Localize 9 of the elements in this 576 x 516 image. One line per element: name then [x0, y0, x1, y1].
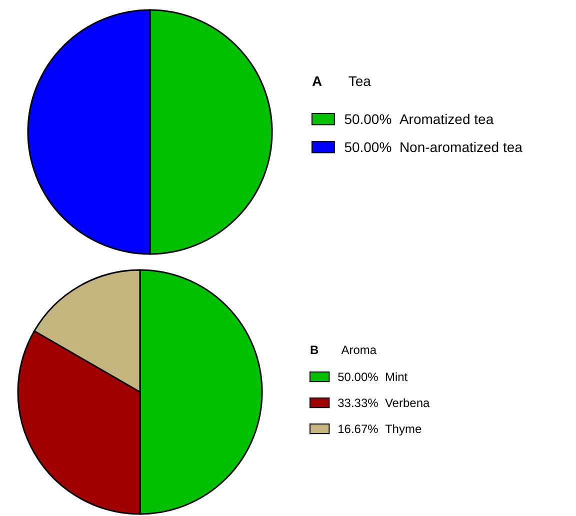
legend-title: Tea	[348, 73, 372, 89]
legend-label: 50.00% Aromatized tea	[344, 111, 494, 127]
legend-label: 50.00% Mint	[338, 370, 408, 384]
legend-label: 16.67% Thyme	[338, 422, 422, 436]
legend-title: Aroma	[341, 343, 377, 357]
text: B	[310, 343, 319, 357]
legend-label: 50.00% Non-aromatized tea	[344, 139, 523, 155]
legend-label: 33.33% Verbena	[338, 396, 430, 410]
text: A	[312, 73, 322, 89]
